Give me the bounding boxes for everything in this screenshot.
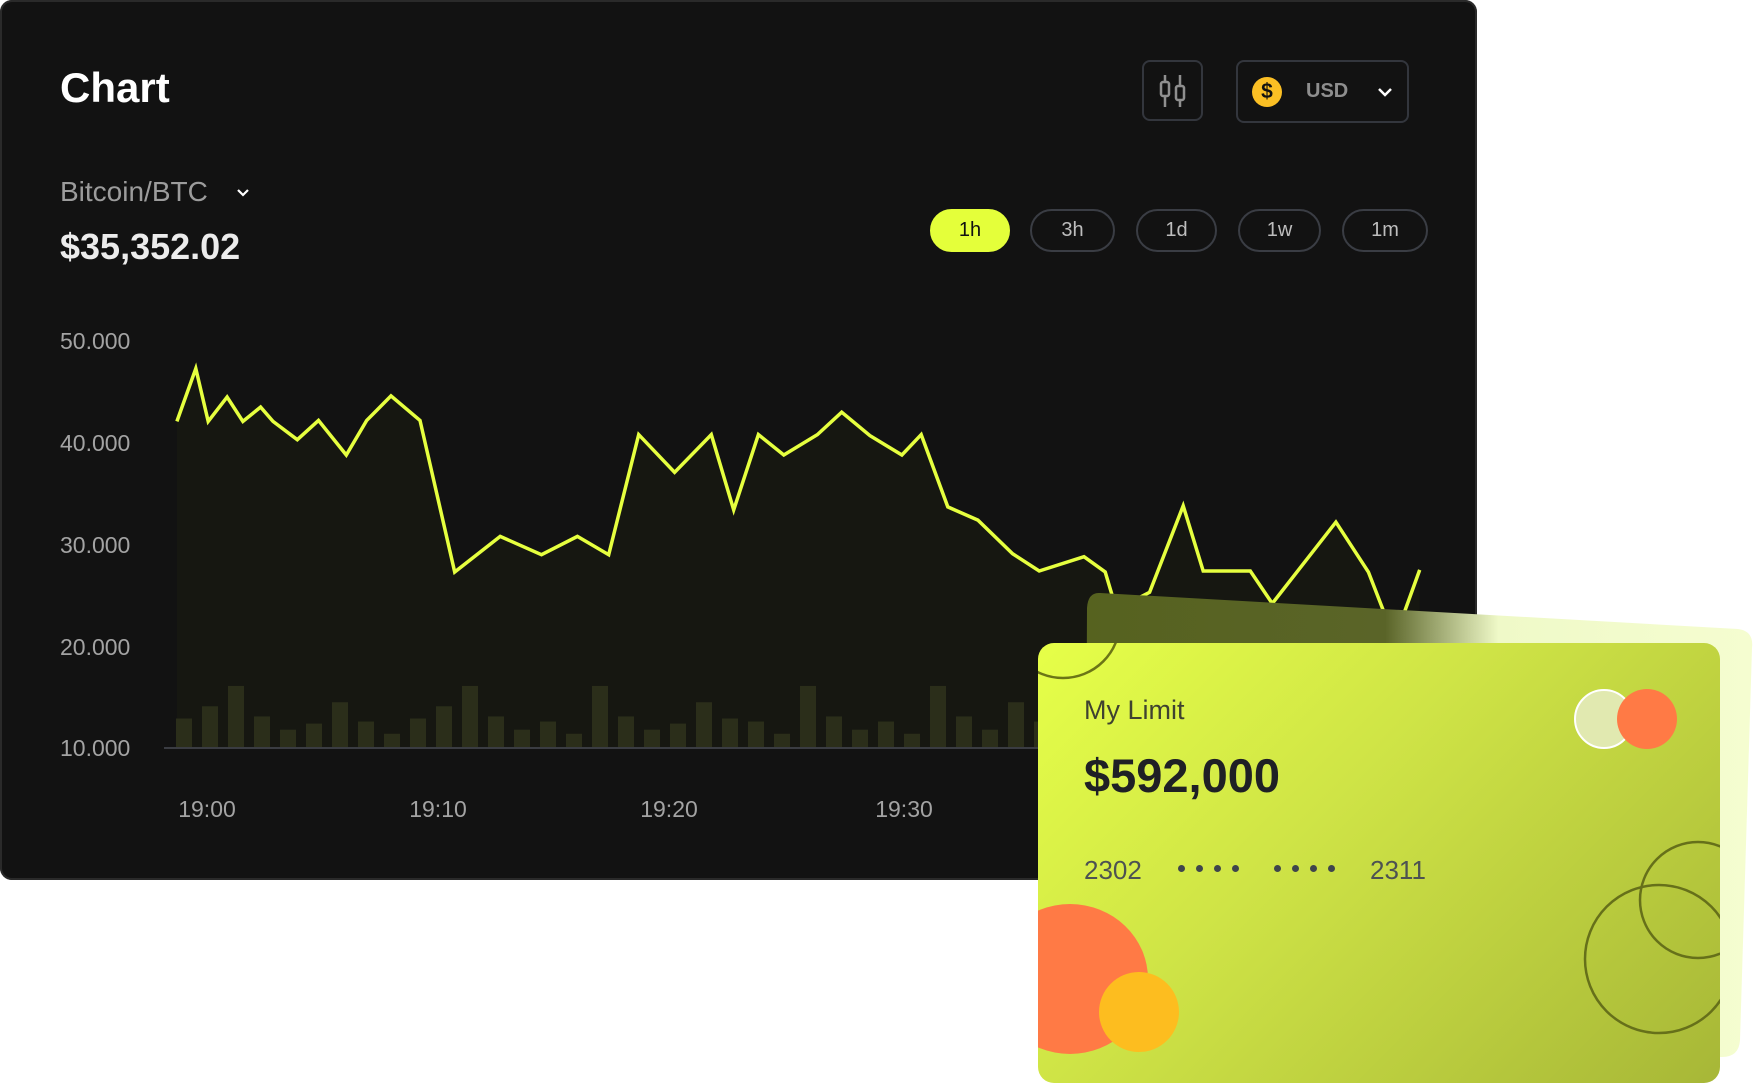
timeframe-1m[interactable]: 1m	[1342, 209, 1428, 252]
candlestick-icon	[1159, 74, 1185, 107]
card-limit-label: My Limit	[1084, 695, 1185, 725]
volume-bar	[722, 718, 738, 748]
volume-bar	[514, 729, 530, 748]
volume-bar	[930, 685, 946, 748]
decor-circle	[1038, 643, 1117, 680]
card-brand-logo-icon	[1574, 689, 1677, 749]
volume-bar	[306, 723, 322, 748]
volume-bar	[176, 718, 192, 748]
card-number-mask	[1274, 865, 1335, 872]
volume-bar	[592, 685, 608, 748]
y-tick-label: 20.000	[60, 634, 130, 660]
x-tick-label: 19:30	[875, 796, 933, 822]
volume-bar	[436, 706, 452, 748]
volume-bar	[618, 716, 634, 748]
card-limit-amount: $592,000	[1084, 749, 1281, 802]
decor-circle	[1638, 840, 1720, 960]
volume-bar	[384, 733, 400, 748]
volume-bar	[332, 702, 348, 748]
x-tick-label: 19:20	[640, 796, 698, 822]
timeframe-1d[interactable]: 1d	[1136, 209, 1217, 252]
asset-price: $35,352.02	[60, 226, 241, 267]
volume-bar	[488, 716, 504, 748]
volume-bar	[982, 729, 998, 748]
volume-bar	[410, 718, 426, 748]
credit-card[interactable]: My Limit $592,000 2302 2311	[1038, 643, 1720, 1083]
card-decoration	[1038, 643, 1720, 1054]
decor-yellow-circle	[1099, 972, 1179, 1052]
x-tick-label: 19:10	[409, 796, 467, 822]
card-number-mask	[1178, 865, 1239, 872]
asset-pair-label: Bitcoin/BTC	[60, 176, 208, 207]
volume-bar	[800, 685, 816, 748]
card-number-end: 2311	[1370, 855, 1426, 885]
volume-bar	[878, 721, 894, 748]
y-tick-label: 50.000	[60, 328, 130, 354]
currency-dropdown[interactable]: $ USD	[1236, 60, 1409, 123]
volume-bar	[904, 733, 920, 748]
timeframe-1w[interactable]: 1w	[1238, 209, 1321, 252]
timeframe-3h[interactable]: 3h	[1030, 209, 1115, 252]
volume-bar	[566, 733, 582, 748]
chevron-down-icon	[1378, 87, 1392, 97]
dollar-coin-icon: $	[1252, 76, 1282, 107]
volume-bar	[670, 723, 686, 748]
volume-bar	[748, 721, 764, 748]
volume-bar	[202, 706, 218, 748]
volume-bar	[462, 685, 478, 748]
decor-circle	[1583, 883, 1720, 1035]
volume-bar	[1008, 702, 1024, 748]
chevron-down-icon	[237, 188, 249, 197]
volume-bar	[358, 721, 374, 748]
timeframe-1h[interactable]: 1h	[930, 209, 1010, 252]
y-tick-label: 40.000	[60, 430, 130, 456]
volume-bar	[540, 721, 556, 748]
volume-bar	[852, 729, 868, 748]
volume-bar	[696, 702, 712, 748]
volume-bar	[774, 733, 790, 748]
asset-pair-selector[interactable]: Bitcoin/BTC	[60, 176, 250, 208]
x-tick-label: 19:00	[178, 796, 236, 822]
card-number-start: 2302	[1084, 855, 1142, 885]
currency-label: USD	[1306, 80, 1349, 102]
volume-bar	[826, 716, 842, 748]
page-title: Chart	[60, 64, 170, 111]
volume-bar	[280, 729, 296, 748]
candlestick-toggle-button[interactable]	[1142, 60, 1203, 121]
volume-bar	[228, 685, 244, 748]
y-tick-label: 10.000	[60, 735, 130, 761]
volume-bar	[254, 716, 270, 748]
y-tick-label: 30.000	[60, 532, 130, 558]
volume-bar	[956, 716, 972, 748]
volume-bar	[644, 729, 660, 748]
price-line	[175, 362, 1422, 615]
